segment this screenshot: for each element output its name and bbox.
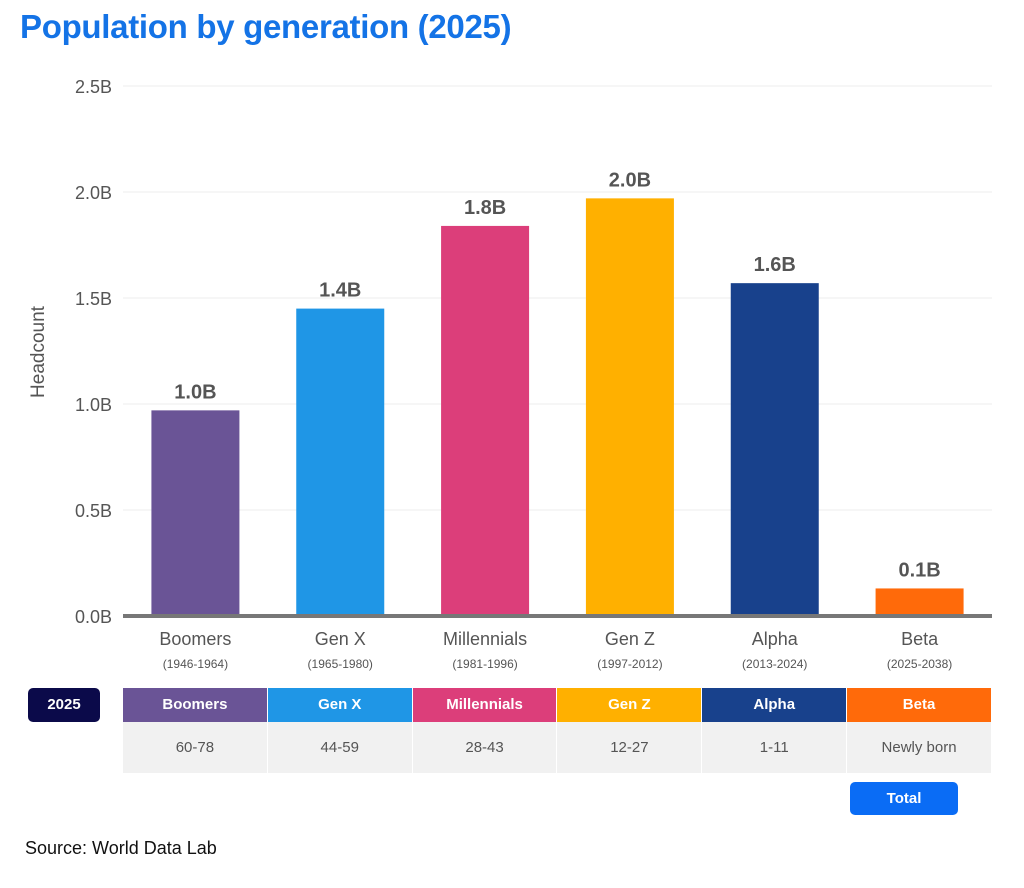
table-cell: 12-27 [557,722,703,773]
x-tick-label: Millennials [443,629,527,649]
table-header-cell: Millennials [412,688,558,722]
table-cell: 60-78 [123,722,268,773]
table-cell: Newly born [847,722,992,773]
y-tick-label: 1.5B [75,289,112,309]
x-tick-sublabel: (1965-1980) [308,657,373,671]
table-header-cell: Gen Z [557,688,703,722]
data-label: 0.1B [898,559,940,581]
table-cell: 28-43 [412,722,558,773]
table-cell: 1-11 [702,722,848,773]
data-label: 1.4B [319,280,361,302]
x-tick-sublabel: (1997-2012) [597,657,662,671]
bar-gen-x [296,308,385,616]
x-tick-sublabel: (1946-1964) [163,657,228,671]
data-label: 1.8B [464,197,506,219]
total-button[interactable]: Total [850,782,958,815]
bar-boomers [151,410,240,616]
y-tick-label: 0.0B [75,607,112,627]
chart-title: Population by generation (2025) [20,8,512,45]
y-tick-label: 0.5B [75,501,112,521]
table-header-cell: Gen X [267,688,413,722]
data-label: 2.0B [609,169,651,191]
bar-millennials [441,225,530,617]
data-label: 1.0B [174,381,216,403]
bar-chart: 0.0B 0.5B 1.0B 1.5B 2.0B 2.5B Headcount 1.0B Boo… [28,77,992,671]
x-tick-label: Boomers [159,629,231,649]
source-note: Source: World Data Lab [25,838,217,858]
y-axis-label: Headcount [28,305,49,398]
x-tick-label: Beta [901,629,939,649]
data-label: 1.6B [754,254,796,276]
y-tick-label: 2.5B [75,77,112,97]
table-header-cell: Alpha [702,688,848,722]
y-tick-label: 1.0B [75,395,112,415]
table-header-cell: Boomers [123,688,268,722]
x-tick-sublabel: (1981-1996) [452,657,517,671]
x-tick-label: Alpha [752,629,799,649]
x-tick-label: Gen Z [605,629,655,649]
age-table: Boomers Gen X Millennials Gen Z Alpha Beta 60… [123,688,992,773]
bar-alpha [730,283,819,616]
year-badge: 2025 [28,688,100,722]
table-header-row: Boomers Gen X Millennials Gen Z Alpha Beta [123,688,992,722]
bar-beta [875,588,964,616]
table-row: 60-78 44-59 28-43 12-27 1-11 Newly born [123,722,992,773]
table-header-cell: Beta [847,688,992,722]
x-tick-sublabel: (2013-2024) [742,657,807,671]
y-tick-label: 2.0B [75,183,112,203]
x-tick-label: Gen X [315,629,366,649]
x-tick-sublabel: (2025-2038) [887,657,952,671]
bar-gen-z [585,198,674,617]
table-cell: 44-59 [267,722,413,773]
